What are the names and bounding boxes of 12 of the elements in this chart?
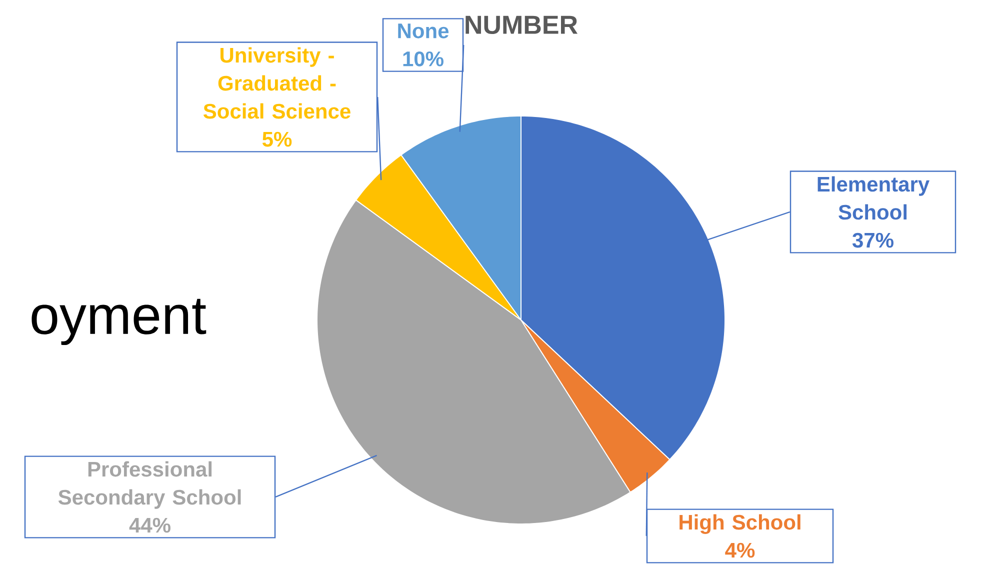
text: oyment bbox=[32, 298, 206, 346]
slice-label: Professional Secondary School bbox=[58, 461, 241, 509]
slice-label: None bbox=[398, 24, 449, 38]
data-label: 44% bbox=[129, 518, 170, 533]
data-label: 10% bbox=[403, 51, 444, 66]
slice-label: Elementary School bbox=[818, 176, 930, 220]
data-label: 4% bbox=[725, 542, 755, 558]
slice-label: University - Graduated - Social Science bbox=[203, 47, 350, 119]
data-label: 5% bbox=[262, 132, 292, 147]
chart-title: NUMBER bbox=[466, 16, 578, 34]
data-label: 37% bbox=[852, 232, 894, 248]
slice-label: High School bbox=[680, 514, 800, 534]
